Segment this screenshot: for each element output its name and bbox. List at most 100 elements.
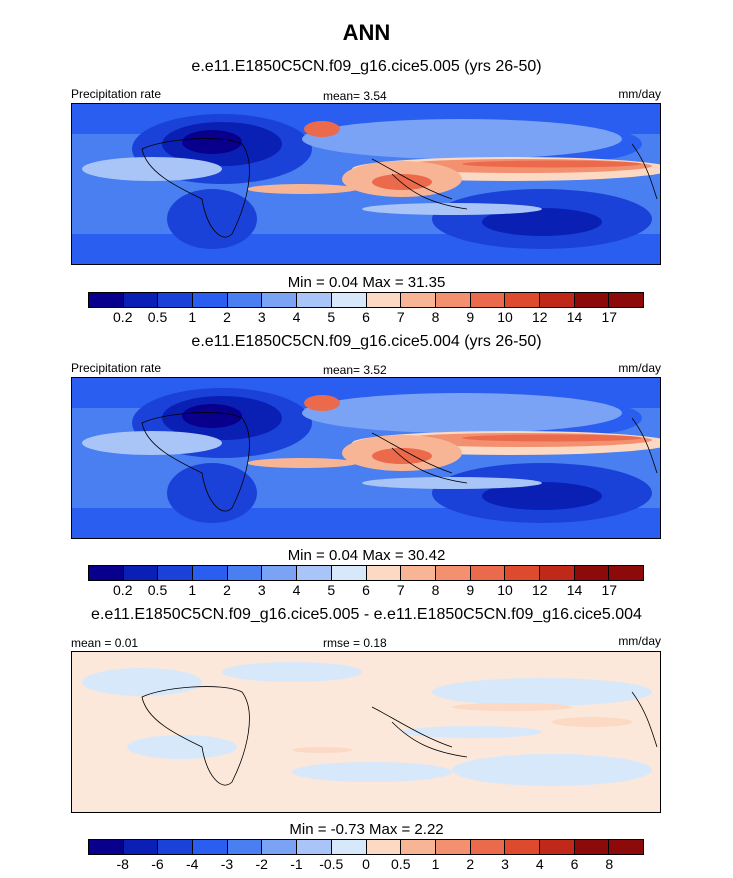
colorbar-tick-label: 7 xyxy=(396,582,405,598)
colorbar-tick-label: 14 xyxy=(566,309,583,325)
panel1-swatch xyxy=(297,293,332,307)
panel3-title: e.e11.E1850C5CN.f09_g16.cice5.005 - e.e1… xyxy=(91,606,642,623)
panel1-swatch xyxy=(227,293,263,307)
colorbar-tick-label: 0.5 xyxy=(147,309,168,325)
panel3-swatch xyxy=(470,840,506,854)
colorbar-tick-label: 6 xyxy=(570,856,579,872)
colorbar-tick-label: 0.2 xyxy=(113,582,133,598)
panel1-units-label: mm/day xyxy=(618,87,661,101)
panel2-swatch xyxy=(158,566,194,580)
colorbar-tick-label: -3 xyxy=(220,856,234,872)
panel3-swatch xyxy=(331,840,367,854)
panel2-swatch xyxy=(574,566,610,580)
figure-title: ANN xyxy=(342,20,391,45)
panel1-title: e.e11.E1850C5CN.f09_g16.cice5.005 (yrs 2… xyxy=(191,58,542,75)
colorbar-tick-label: 3 xyxy=(257,582,266,598)
colorbar-tick-label: -4 xyxy=(186,856,199,872)
colorbar-tick-label: 2 xyxy=(223,582,231,598)
panel3-swatch xyxy=(401,840,436,854)
colorbar-tick-label: 3 xyxy=(501,856,509,872)
colorbar-tick-label: 1 xyxy=(431,856,440,872)
colorbar-tick-label: -1 xyxy=(290,856,303,872)
panel3-swatch xyxy=(89,840,124,854)
panel2-swatch xyxy=(262,566,298,580)
colorbar-tick-label: 4 xyxy=(292,309,301,325)
panel3-swatch xyxy=(539,840,575,854)
panel2-swatch xyxy=(470,566,506,580)
colorbar-tick-label: 9 xyxy=(466,309,475,325)
panel2-swatch xyxy=(366,566,402,580)
panel1-swatch xyxy=(539,293,575,307)
colorbar-tick-label: 8 xyxy=(431,582,440,598)
panel2-swatch xyxy=(539,566,575,580)
panel2-units-label: mm/day xyxy=(618,361,661,375)
panel1-min-max: Min = 0.04 Max = 31.35 xyxy=(287,274,446,291)
colorbar-tick-label: 17 xyxy=(601,309,618,325)
panel1-swatch xyxy=(89,293,124,307)
panel3-rmse-label: rmse = 0.18 xyxy=(323,636,387,650)
colorbar-tick-label: 14 xyxy=(566,582,583,598)
colorbar-tick-label: 4 xyxy=(292,582,301,598)
panel1-swatch xyxy=(262,293,298,307)
panel1-colorbar xyxy=(88,292,644,308)
panel1-swatch xyxy=(505,293,540,307)
colorbar-tick-label: 9 xyxy=(466,582,475,598)
colorbar-tick-label: 6 xyxy=(362,582,370,598)
colorbar-tick-label: -2 xyxy=(255,856,268,872)
panel3-swatch xyxy=(366,840,402,854)
colorbar-tick-label: -0.5 xyxy=(319,856,344,872)
panel1-swatch xyxy=(401,293,436,307)
panel3-swatch xyxy=(505,840,540,854)
colorbar-tick-label: 2 xyxy=(223,309,231,325)
panel3-swatch xyxy=(158,840,194,854)
panel3-colorbar-ticks: -8 -6 -4 -3 -2 -1 -0.5 0 0.5 1 2 3 4 6 8 xyxy=(88,856,644,874)
colorbar-tick-label: 1 xyxy=(188,582,197,598)
panel2-min-max: Min = 0.04 Max = 30.42 xyxy=(287,547,446,564)
panel2-title: e.e11.E1850C5CN.f09_g16.cice5.004 (yrs 2… xyxy=(191,333,542,350)
panel2-swatch xyxy=(609,566,643,580)
colorbar-tick-label: 7 xyxy=(396,309,405,325)
panel3-units-label: mm/day xyxy=(618,634,661,648)
panel2-swatch xyxy=(331,566,367,580)
panel3-swatch xyxy=(574,840,610,854)
panel2-swatch xyxy=(123,566,159,580)
panel2-swatch xyxy=(505,566,540,580)
colorbar-tick-label: 8 xyxy=(431,309,440,325)
panel3-swatch xyxy=(193,840,228,854)
panel3-swatch xyxy=(123,840,159,854)
panel1-swatch xyxy=(366,293,402,307)
colorbar-tick-label: 12 xyxy=(531,582,548,598)
panel3-min-max: Min = -0.73 Max = 2.22 xyxy=(289,821,444,838)
panel3-swatch xyxy=(227,840,263,854)
colorbar-tick-label: 5 xyxy=(327,582,336,598)
colorbar-tick-label: 3 xyxy=(257,309,266,325)
panel2-swatch xyxy=(89,566,124,580)
colorbar-tick-label: 1 xyxy=(188,309,197,325)
colorbar-tick-label: 0 xyxy=(362,856,370,872)
colorbar-tick-label: 4 xyxy=(535,856,544,872)
panel3-colorbar xyxy=(88,839,644,855)
panel2-swatch xyxy=(435,566,471,580)
panel1-swatch xyxy=(193,293,228,307)
panel2-variable-label: Precipitation rate xyxy=(71,361,162,375)
panel2-swatch xyxy=(227,566,263,580)
colorbar-tick-label: 5 xyxy=(327,309,336,325)
colorbar-tick-label: 6 xyxy=(362,309,370,325)
colorbar-tick-label: 17 xyxy=(601,582,618,598)
panel2-mean-label: mean= 3.52 xyxy=(323,363,387,377)
panel2-swatch xyxy=(297,566,332,580)
panel1-swatch xyxy=(435,293,471,307)
colorbar-tick-label: 0.5 xyxy=(147,582,168,598)
colorbar-tick-label: 0.2 xyxy=(113,309,133,325)
panel2-swatch xyxy=(401,566,436,580)
panel1-colorbar-ticks: 0.2 0.5 1 2 3 4 5 6 7 8 9 10 12 14 17 xyxy=(88,309,644,327)
panel3-swatch xyxy=(262,840,298,854)
colorbar-tick-label: -6 xyxy=(151,856,164,872)
panel1-swatch xyxy=(123,293,159,307)
panel2-swatch xyxy=(193,566,228,580)
colorbar-tick-label: 10 xyxy=(497,582,513,598)
panel1-precip-map xyxy=(71,103,661,265)
colorbar-tick-label: 0.5 xyxy=(391,856,411,872)
panel1-mean-label: mean= 3.54 xyxy=(323,89,387,103)
panel3-swatch xyxy=(435,840,471,854)
